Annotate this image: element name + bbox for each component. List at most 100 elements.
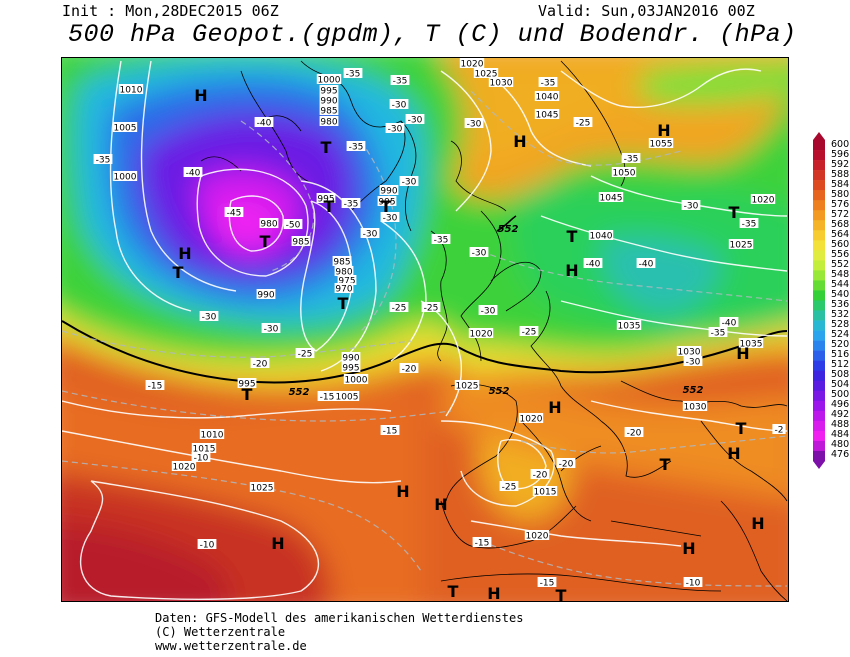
isotherm-label-box bbox=[254, 117, 274, 127]
init-time: Init : Mon,28DEC2015 06Z bbox=[62, 2, 279, 20]
isobar-label-box bbox=[319, 85, 339, 95]
colorbar-tick-label: 544 bbox=[831, 279, 850, 291]
isotherm-label: -20 bbox=[533, 471, 548, 481]
colorbar-tick-label: 576 bbox=[831, 199, 850, 211]
isotherm-label-box bbox=[380, 425, 400, 435]
colorbar-swatch bbox=[813, 380, 825, 392]
colorbar-swatch bbox=[813, 370, 825, 382]
isobar-label: 980 bbox=[260, 220, 277, 230]
isobar-label: 995 bbox=[317, 195, 334, 205]
isobar-label-box bbox=[112, 122, 138, 132]
isobar-label: 995 bbox=[238, 380, 255, 390]
isobar-label-box bbox=[616, 320, 642, 330]
isotherm-label-box bbox=[343, 68, 363, 78]
colorbar-swatch bbox=[813, 190, 825, 201]
colorbar-tick-label: 584 bbox=[831, 179, 850, 191]
colorbar-tick-label: 548 bbox=[831, 269, 850, 281]
colorbar-swatch bbox=[813, 350, 825, 361]
isobar-label-box bbox=[468, 328, 494, 338]
colorbar-swatch bbox=[813, 230, 825, 241]
low-pressure-marker: T bbox=[260, 232, 271, 251]
isotherm-label: -25 bbox=[298, 350, 313, 360]
isotherm-label: -30 bbox=[383, 214, 398, 224]
isobar-label-box bbox=[341, 362, 361, 372]
isobar-label-box bbox=[750, 194, 776, 204]
isobar-label-box bbox=[518, 413, 544, 423]
colorbar-tick-label: 508 bbox=[831, 369, 850, 381]
isotherm-label: -15 bbox=[383, 427, 398, 437]
colorbar-swatch bbox=[813, 300, 825, 311]
isotherm-label-box bbox=[317, 391, 337, 401]
temperature-isotherms bbox=[62, 90, 788, 587]
isobar-label: 990 bbox=[320, 97, 337, 107]
colorbar-tick-label: 480 bbox=[831, 439, 850, 451]
isotherm-label: -30 bbox=[202, 313, 217, 323]
isobar-label: 1030 bbox=[490, 79, 513, 89]
geopotential-label: 552 bbox=[289, 387, 310, 398]
isobar-label-box bbox=[379, 185, 399, 195]
isobar-label: 985 bbox=[333, 258, 350, 268]
low-pressure-marker: T bbox=[338, 294, 349, 313]
isotherm-label: -40 bbox=[639, 260, 654, 270]
low-pressure-marker: T bbox=[729, 203, 740, 222]
isotherm-label: -30 bbox=[481, 307, 496, 317]
isotherm-label: -20 bbox=[253, 360, 268, 370]
colorbar-swatch bbox=[813, 310, 825, 321]
low-pressure-marker: T bbox=[736, 419, 747, 438]
low-pressure-marker: T bbox=[381, 197, 392, 216]
isotherm-label: -30 bbox=[467, 120, 482, 130]
isobar-label-box bbox=[488, 77, 514, 87]
colorbar-tick-label: 520 bbox=[831, 339, 850, 351]
isotherm-label-box bbox=[360, 228, 380, 238]
isotherm-label: -10 bbox=[194, 454, 209, 464]
isobar-label: 990 bbox=[257, 291, 274, 301]
isotherm-label-box bbox=[636, 258, 656, 268]
isotherm-label-box bbox=[405, 114, 425, 124]
low-pressure-marker: T bbox=[324, 197, 335, 216]
isotherm-label: -30 bbox=[684, 202, 699, 212]
isobar-label-box bbox=[454, 380, 480, 390]
colorbar-swatch bbox=[813, 250, 825, 261]
isotherm-label: -30 bbox=[264, 325, 279, 335]
isotherm-label-box bbox=[556, 458, 576, 468]
isobar-label: 1050 bbox=[613, 169, 636, 179]
isobar-label: 1015 bbox=[193, 445, 216, 455]
isotherm-label-box bbox=[385, 123, 405, 133]
isobar-label-box bbox=[588, 230, 614, 240]
isotherm-label: -40 bbox=[186, 169, 201, 179]
isotherm-label: -25 bbox=[576, 119, 591, 129]
isotherm-label-box bbox=[624, 427, 644, 437]
footer-website: www.wetterzentrale.de bbox=[155, 639, 307, 653]
isotherm-label-box bbox=[399, 363, 419, 373]
isotherm-label: -30 bbox=[388, 125, 403, 135]
colorbar-swatch bbox=[813, 360, 825, 371]
isobar-label-box bbox=[191, 443, 217, 453]
isobar-label: 1020 bbox=[526, 532, 549, 542]
isotherm-label: -10 bbox=[200, 541, 215, 551]
colorbar-tick-label: 568 bbox=[831, 219, 850, 231]
geopotential-field bbox=[62, 58, 788, 601]
isobar-label-box bbox=[334, 266, 354, 276]
colorbar-swatch bbox=[813, 210, 825, 221]
high-pressure-marker: H bbox=[565, 261, 578, 280]
isobar-label: 1030 bbox=[678, 348, 701, 358]
isotherm-label-box bbox=[346, 141, 366, 151]
colorbar-swatch bbox=[813, 270, 825, 281]
isotherm-label-box bbox=[380, 212, 400, 222]
isotherm-label-box bbox=[583, 258, 603, 268]
isotherm-label-box bbox=[519, 326, 539, 336]
isobar-label-box bbox=[237, 378, 257, 388]
isobar-label-box bbox=[337, 275, 357, 285]
geopotential-label: 552 bbox=[498, 224, 519, 235]
isotherm-label: -35 bbox=[96, 156, 111, 166]
isobar-label-box bbox=[377, 196, 397, 206]
high-pressure-marker: H bbox=[271, 534, 284, 553]
colorbar-tick-label: 484 bbox=[831, 429, 850, 441]
isobar-label-box bbox=[316, 74, 342, 84]
isobar-label: 1020 bbox=[470, 330, 493, 340]
isotherm-label: -15 bbox=[475, 539, 490, 549]
isotherm-label-box bbox=[224, 207, 244, 217]
footer: Daten: GFS-Modell des amerikanischen Wet… bbox=[155, 611, 523, 653]
color-scale-labels: 600 596 592 588 584 580 576 572 568 564 560 556 552 5… bbox=[831, 139, 850, 461]
colorbar-swatch bbox=[813, 240, 825, 251]
